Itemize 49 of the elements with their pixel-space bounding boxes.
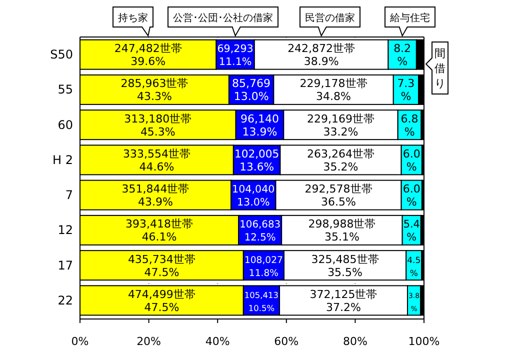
data-label: 247,482世帯 39.6% — [114, 42, 182, 68]
data-label: 102,005 13.6% — [234, 147, 280, 174]
series-label: 給与住宅 — [389, 12, 430, 24]
series-label: 持ち家 — [118, 12, 148, 24]
data-label: 105,413 10.5% — [244, 290, 278, 313]
y-tick-label: 60 — [58, 118, 73, 132]
data-label: 104,040 13.0% — [232, 184, 275, 209]
data-label: 474,499世帯 47.5% — [128, 288, 196, 314]
y-tick-label: 17 — [58, 258, 73, 272]
data-label: 229,169世帯 33.2% — [307, 112, 374, 138]
data-label: 6.0 % — [402, 182, 420, 209]
data-label: 6.8 % — [400, 112, 418, 138]
y-tick-label: H 2 — [52, 152, 73, 167]
y-tick-label: S50 — [50, 48, 73, 62]
data-label: 313,180世帯 45.3% — [124, 112, 192, 138]
data-label: 351,844世帯 43.9% — [122, 182, 190, 209]
data-label: 325,485世帯 35.5% — [311, 252, 379, 279]
data-label: 8.2 % — [394, 42, 412, 68]
data-label: 106,683 12.5% — [240, 220, 281, 244]
x-tick-label: 100% — [408, 335, 440, 348]
y-tick-label: 12 — [58, 223, 73, 238]
data-label: 5.4 % — [403, 218, 420, 244]
data-label: 263,264世帯 35.2% — [307, 147, 374, 174]
y-tick-label: 22 — [58, 293, 73, 308]
y-tick-label: 55 — [58, 82, 73, 97]
data-label: 393,418世帯 46.1% — [126, 218, 194, 244]
data-label: 7.3 % — [397, 77, 415, 104]
data-label: 372,125世帯 37.2% — [310, 288, 378, 314]
data-label: 85,769 13.0% — [232, 77, 271, 104]
data-label: 298,988世帯 35.1% — [308, 218, 376, 244]
data-label: 229,178世帯 34.8% — [300, 77, 368, 104]
x-tick-label: 40% — [205, 335, 230, 348]
data-label: 333,554世帯 44.6% — [122, 147, 190, 174]
series-label: 間借り — [434, 47, 446, 90]
data-label: 108,027 11.8% — [244, 254, 284, 279]
series-label: 民営の借家 — [305, 12, 355, 24]
data-label: 4.5 % — [407, 254, 421, 278]
x-tick-label: 60% — [274, 335, 299, 348]
data-label: 285,963世帯 43.3% — [120, 77, 188, 104]
x-tick-label: 0% — [71, 335, 89, 348]
x-tick-label: 80% — [342, 335, 368, 348]
data-label: 96,140 13.9% — [240, 112, 279, 138]
y-tick-label: 7 — [65, 188, 73, 202]
x-tick-label: 20% — [136, 335, 162, 348]
data-label: 6.0 % — [402, 147, 420, 174]
data-label: 242,872世帯 38.9% — [288, 42, 356, 68]
data-label: 69,293 11.1% — [217, 43, 254, 68]
data-label: 292,578世帯 36.5% — [304, 182, 372, 209]
data-label: 435,734世帯 47.5% — [128, 252, 196, 279]
